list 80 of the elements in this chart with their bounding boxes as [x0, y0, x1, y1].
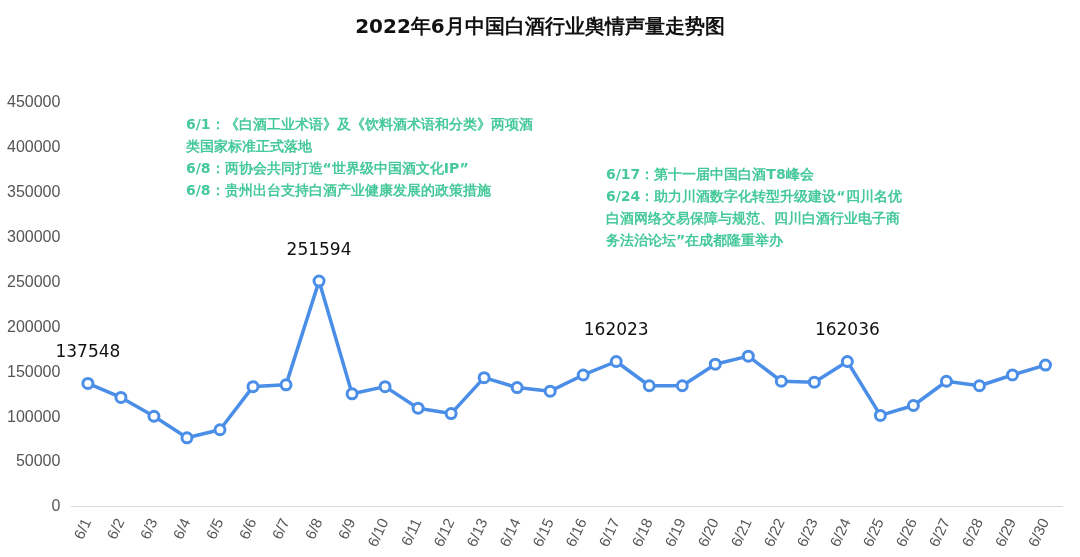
point — [444, 407, 458, 421]
point — [147, 409, 161, 423]
point — [972, 379, 986, 393]
x-tick-label: 6/5 — [202, 515, 227, 542]
point — [81, 376, 95, 390]
annotation: 6/8：两协会共同打造“世界级中国酒文化IP” — [186, 159, 469, 176]
point — [741, 349, 755, 363]
chart-title: 2022年6月中国白酒行业舆情声量走势图 — [354, 13, 726, 40]
point — [1005, 368, 1019, 382]
x-tick-label: 6/25 — [859, 515, 887, 550]
point — [840, 354, 854, 368]
data-label: 162036 — [814, 319, 880, 340]
y-tick-label: 400000 — [7, 138, 61, 156]
point — [543, 384, 557, 398]
point — [180, 431, 194, 445]
point — [873, 408, 887, 422]
point — [576, 368, 590, 382]
point — [1038, 358, 1052, 372]
point — [213, 423, 227, 437]
point — [609, 355, 623, 368]
x-tick-label: 6/20 — [694, 515, 722, 550]
x-tick-label: 6/7 — [268, 515, 293, 542]
x-tick-label: 6/19 — [660, 515, 689, 550]
x-tick-label: 6/22 — [760, 515, 788, 550]
annotation: 6/1：《白酒工业术语》及《饮料酒术语和分类》两项酒类国家标准正式落地 — [185, 115, 533, 154]
x-tick-label: 6/28 — [958, 515, 986, 550]
point — [477, 371, 491, 385]
data-label: 251594 — [286, 239, 352, 260]
point — [807, 375, 821, 389]
point — [114, 390, 128, 404]
annotation: 6/24：助力川酒数字化转型升级建设“四川名优白酒网络交易保障与规范、四川白酒行业电子商务法治论坛”在成都隆重举办 — [605, 187, 902, 248]
annotation: 6/17：第十一届中国白酒T8峰会 — [606, 165, 815, 182]
annotation: 6/8：贵州出台支持白酒产业健康发展的政策措施 — [186, 181, 492, 198]
point — [246, 380, 260, 394]
y-tick-label: 250000 — [7, 272, 61, 290]
x-tick-label: 6/2 — [103, 515, 128, 542]
x-tick-label: 6/21 — [727, 515, 755, 550]
x-tick-label: 6/27 — [925, 515, 953, 550]
x-tick-label: 6/16 — [561, 515, 590, 550]
point — [642, 379, 656, 393]
point — [279, 378, 293, 392]
x-tick-label: 6/11 — [397, 515, 425, 549]
point — [312, 274, 326, 288]
point — [675, 379, 689, 393]
y-tick-label: 200000 — [7, 317, 61, 335]
point — [378, 380, 392, 394]
point — [939, 374, 953, 388]
data-label: 162023 — [583, 319, 649, 340]
point — [906, 399, 920, 412]
y-tick-label: 0 — [51, 497, 61, 515]
x-tick-label: 6/3 — [136, 515, 161, 542]
point — [708, 357, 722, 371]
x-tick-label: 6/6 — [235, 515, 260, 542]
x-tick-label: 6/29 — [991, 515, 1019, 550]
y-tick-label: 450000 — [7, 93, 61, 111]
y-tick-label: 150000 — [7, 362, 61, 380]
x-tick-label: 6/1 — [70, 515, 95, 542]
x-tick-label: 6/13 — [462, 515, 491, 550]
y-tick-label: 100000 — [7, 407, 61, 425]
y-tick-label: 50000 — [15, 452, 61, 470]
point — [774, 374, 788, 388]
y-tick-label: 300000 — [7, 228, 61, 246]
x-tick-label: 6/14 — [495, 515, 524, 550]
x-tick-label: 6/12 — [429, 515, 458, 550]
x-tick-label: 6/24 — [826, 515, 854, 550]
y-tick-label: 350000 — [7, 183, 61, 201]
x-tick-label: 6/17 — [594, 515, 623, 550]
x-tick-label: 6/4 — [169, 515, 194, 542]
x-tick-label: 6/26 — [892, 515, 920, 550]
point — [411, 401, 425, 415]
point — [510, 381, 524, 395]
x-tick-label: 6/23 — [793, 515, 821, 550]
x-tick-label: 6/15 — [528, 515, 557, 550]
point — [345, 387, 359, 401]
x-tick-label: 6/18 — [627, 515, 656, 550]
x-tick-label: 6/30 — [1024, 515, 1052, 550]
x-tick-label: 6/10 — [363, 515, 392, 550]
x-tick-label: 6/9 — [334, 515, 359, 542]
x-tick-label: 6/8 — [301, 515, 326, 542]
data-label: 137548 — [55, 341, 121, 362]
